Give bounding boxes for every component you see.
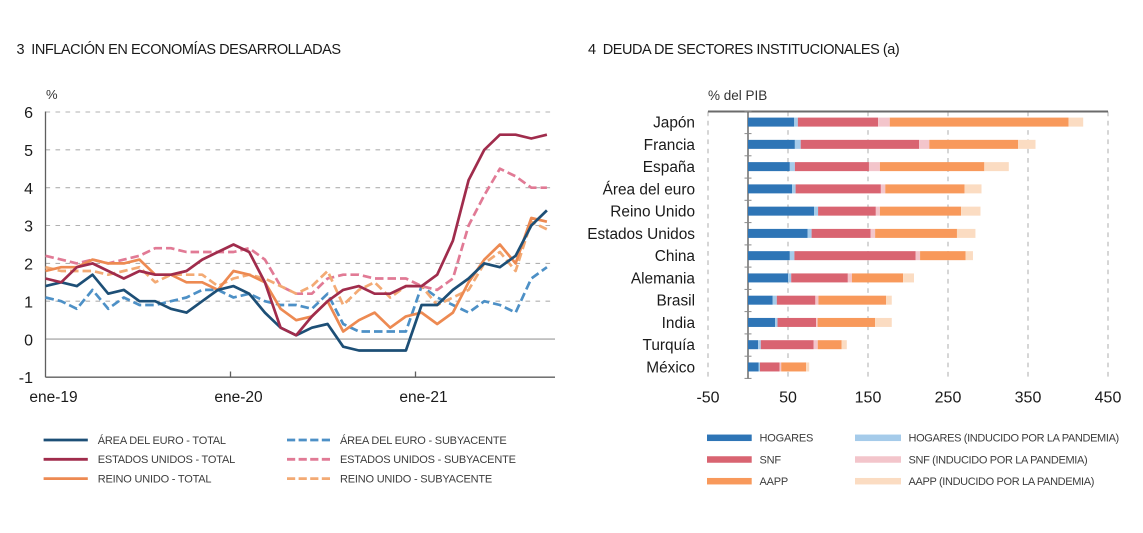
svg-text:Área del euro: Área del euro [603,181,695,198]
svg-text:HOGARES: HOGARES [760,433,814,445]
svg-text:ESTADOS UNIDOS - SUBYACENTE: ESTADOS UNIDOS - SUBYACENTE [340,454,516,466]
svg-text:España: España [643,159,696,176]
svg-text:AAPP (INDUCIDO POR LA PANDEMIA: AAPP (INDUCIDO POR LA PANDEMIA) [909,476,1095,488]
svg-text:Reino Unido: Reino Unido [610,204,695,221]
svg-text:5: 5 [24,143,33,160]
svg-text:3 INFLACIÓN EN ECONOMÍAS DESA: 3 INFLACIÓN EN ECONOMÍAS DESARROLLADAS [17,41,341,58]
svg-text:ESTADOS UNIDOS - TOTAL: ESTADOS UNIDOS - TOTAL [98,454,235,466]
svg-text:2: 2 [24,257,33,274]
svg-text:150: 150 [855,390,882,407]
svg-text:50: 50 [779,390,797,407]
svg-text:0: 0 [24,332,33,349]
svg-text:REINO UNIDO - TOTAL: REINO UNIDO - TOTAL [98,474,212,486]
svg-text:1: 1 [24,294,33,311]
svg-text:ene-21: ene-21 [399,389,447,406]
svg-text:450: 450 [1095,390,1122,407]
svg-text:ÁREA DEL EURO - TOTAL: ÁREA DEL EURO - TOTAL [98,434,226,447]
svg-text:SNF (INDUCIDO POR LA PANDEMIA): SNF (INDUCIDO POR LA PANDEMIA) [909,454,1088,466]
svg-text:4: 4 [24,181,33,198]
svg-text:AAPP: AAPP [760,476,789,488]
svg-text:HOGARES (INDUCIDO POR LA PANDE: HOGARES (INDUCIDO POR LA PANDEMIA) [909,433,1119,445]
svg-text:China: China [655,248,696,265]
svg-text:REINO UNIDO - SUBYACENTE: REINO UNIDO - SUBYACENTE [340,474,492,486]
svg-text:Brasil: Brasil [657,293,695,310]
svg-text:6: 6 [24,105,33,122]
svg-text:%: % [46,87,58,102]
svg-text:ene-19: ene-19 [29,389,77,406]
svg-text:ÁREA DEL EURO - SUBYACENTE: ÁREA DEL EURO - SUBYACENTE [340,434,507,447]
svg-text:Turquía: Turquía [643,337,696,354]
svg-text:3: 3 [24,219,33,236]
svg-text:250: 250 [935,390,962,407]
svg-text:-50: -50 [696,390,719,407]
svg-text:México: México [646,359,695,376]
svg-text:Estados Unidos: Estados Unidos [587,226,695,243]
svg-text:ene-20: ene-20 [214,389,263,406]
svg-text:350: 350 [1015,390,1042,407]
svg-text:% del PIB: % del PIB [708,88,767,103]
svg-text:-1: -1 [19,370,33,387]
svg-text:Francia: Francia [644,137,696,154]
svg-text:Japón: Japón [653,115,695,132]
svg-text:SNF: SNF [760,454,782,466]
svg-text:Alemania: Alemania [631,270,696,287]
svg-text:4 DEUDA DE SECTORES INSTITUCI: 4 DEUDA DE SECTORES INSTITUCIONALES (a) [588,42,899,58]
svg-text:India: India [662,315,696,332]
